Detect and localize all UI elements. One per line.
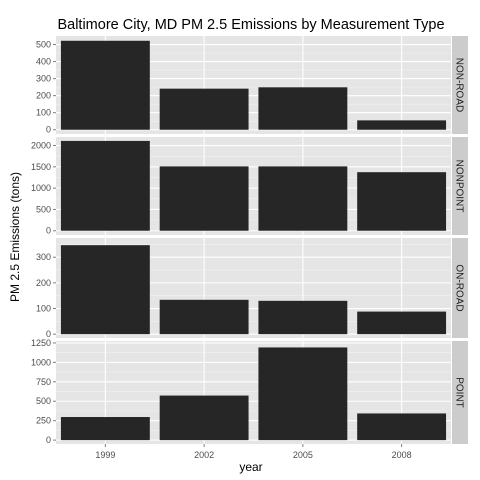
bar-non-road-2002 — [159, 88, 249, 130]
bar-on-road-2005 — [258, 300, 348, 335]
bar-non-road-2005 — [258, 87, 348, 130]
bar-on-road-2008 — [357, 311, 447, 335]
y-tick-label: 250 — [36, 416, 51, 426]
y-tick-label: 200 — [36, 278, 51, 288]
x-tick-label: 2002 — [194, 450, 214, 460]
y-tick-label: 0 — [46, 435, 51, 445]
facet-strip — [452, 36, 468, 134]
x-axis: 1999 2002 2005 2008 — [95, 444, 412, 460]
bar-point-2005 — [258, 347, 348, 441]
y-tick-label: 2000 — [31, 141, 51, 151]
y-tick-label: 100 — [36, 304, 51, 314]
y-tick-label: 0 — [46, 226, 51, 236]
facet-strip-label: POINT — [454, 377, 465, 408]
x-axis-title: year — [239, 460, 262, 474]
y-tick-label: 1000 — [31, 357, 51, 367]
bar-point-2008 — [357, 413, 447, 441]
bar-on-road-2002 — [159, 299, 249, 335]
bar-nonpoint-1999 — [60, 140, 150, 231]
facet-panels: 0100200300400500NON-ROAD0500100015002000… — [31, 36, 468, 445]
facet-strip-label: NONPOINT — [454, 160, 465, 213]
y-tick-label: 500 — [36, 396, 51, 406]
bar-nonpoint-2005 — [258, 166, 348, 231]
chart-title: Baltimore City, MD PM 2.5 Emissions by M… — [57, 17, 444, 33]
x-tick-label: 2005 — [293, 450, 313, 460]
x-tick-label: 2008 — [392, 450, 412, 460]
y-tick-label: 0 — [46, 329, 51, 339]
panel-on-road: 0 100 200 300 ON-ROAD — [36, 238, 468, 339]
y-tick-label: 300 — [36, 74, 51, 84]
bar-non-road-2008 — [357, 120, 447, 130]
facet-strip-label: NON-ROAD — [454, 58, 465, 112]
panel-non-road: 0 100 200 300 400 500 NON-ROAD — [36, 36, 468, 135]
y-tick-label: 300 — [36, 252, 51, 262]
y-tick-label: 1500 — [31, 162, 51, 172]
x-tick-label: 1999 — [95, 450, 115, 460]
panel-nonpoint: 0 500 1000 1500 2000 NONPOINT — [31, 137, 468, 236]
bar-point-1999 — [60, 417, 150, 441]
y-tick-label: 500 — [36, 204, 51, 214]
facet-strip — [452, 341, 468, 444]
bar-point-2002 — [159, 395, 249, 441]
bar-nonpoint-2002 — [159, 166, 249, 231]
y-tick-label: 1250 — [31, 338, 51, 348]
y-tick-label: 200 — [36, 91, 51, 101]
panel-point: 0 250 500 750 1000 1250 POINT — [31, 338, 468, 445]
y-axis-title: PM 2.5 Emissions (tons) — [8, 172, 22, 302]
y-tick-label: 750 — [36, 377, 51, 387]
y-tick-label: 500 — [36, 40, 51, 50]
bar-nonpoint-2008 — [357, 172, 447, 231]
facet-strip-label: ON-ROAD — [454, 264, 465, 311]
facet-strip — [452, 137, 468, 235]
facet-strip — [452, 238, 468, 338]
y-tick-label: 0 — [46, 125, 51, 135]
bar-non-road-1999 — [60, 40, 150, 130]
y-tick-label: 400 — [36, 57, 51, 67]
y-tick-label: 1000 — [31, 183, 51, 193]
y-tick-label: 100 — [36, 108, 51, 118]
bar-on-road-1999 — [60, 245, 150, 335]
